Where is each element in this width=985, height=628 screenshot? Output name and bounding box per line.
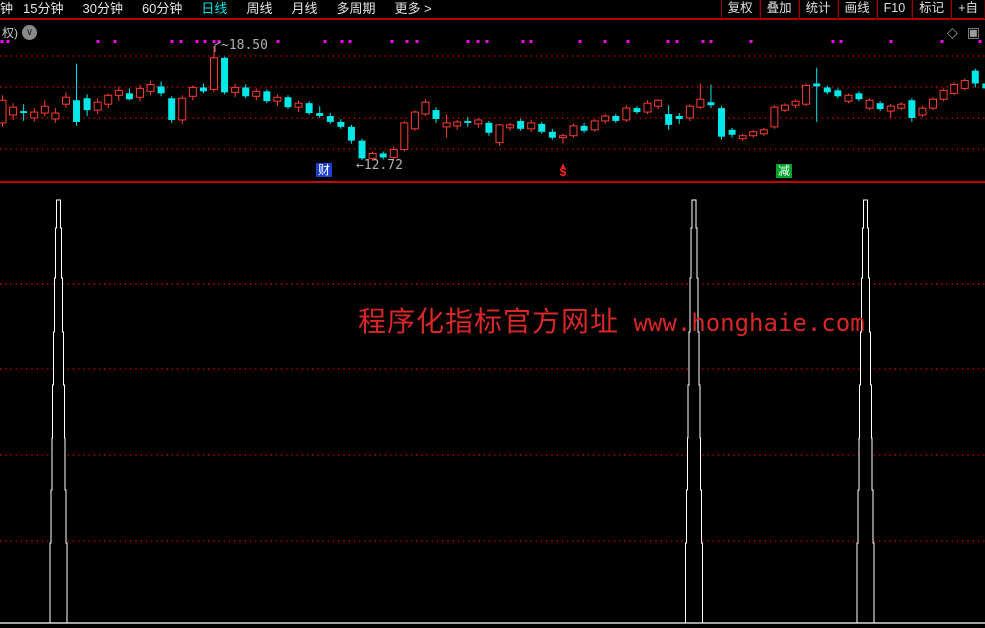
- chevron-down-icon[interactable]: ∨: [22, 24, 37, 40]
- period-tab-7[interactable]: 多周期: [336, 1, 376, 16]
- tool-buttons: 复权 叠加 统计 画线 F10 标记 +自: [720, 0, 985, 19]
- chart-subheader: 权) ∨: [2, 23, 37, 41]
- period-tab-6[interactable]: 月线: [291, 1, 318, 16]
- period-tab-1[interactable]: 15分钟: [23, 1, 64, 16]
- high-price-annotation: ~18.50: [221, 38, 268, 53]
- diamond-icon[interactable]: ◇: [946, 24, 958, 40]
- period-tab-0[interactable]: 钟: [0, 1, 14, 16]
- period-tab-2[interactable]: 30分钟: [82, 1, 123, 16]
- reduce-marker-jian[interactable]: 减: [776, 164, 792, 178]
- period-tab-8[interactable]: 更多 >: [394, 1, 432, 16]
- watermark-url: www.honghaie.com: [619, 309, 865, 337]
- dividend-marker-cai[interactable]: 财: [316, 163, 332, 177]
- tool-button-6[interactable]: +自: [951, 0, 985, 19]
- panel-toggle-icon[interactable]: ▣: [966, 24, 980, 40]
- chart-header-icons: ◇ ▣: [947, 24, 980, 40]
- tool-button-1[interactable]: 叠加: [759, 0, 799, 19]
- period-toolbar: 钟 15分钟 30分钟 60分钟 日线 周线 月线 多周期 更多 > 复权 叠加 统计 画线 F10 标记…: [0, 0, 985, 20]
- tool-button-3[interactable]: 画线: [837, 0, 877, 19]
- watermark: 程序化指标官方网址 www.honghaie.com: [358, 300, 865, 340]
- period-tabs: 钟 15分钟 30分钟 60分钟 日线 周线 月线 多周期 更多 >: [0, 0, 721, 18]
- period-tab-5[interactable]: 周线: [246, 1, 273, 16]
- tool-button-2[interactable]: 统计: [798, 0, 838, 19]
- tool-button-4[interactable]: F10: [876, 0, 913, 19]
- dollar-glyph: $: [559, 165, 567, 179]
- up-arrow-icon: ▴: [560, 161, 565, 170]
- tool-button-0[interactable]: 复权: [720, 0, 760, 19]
- adjust-label: 权): [2, 25, 18, 40]
- period-tab-4[interactable]: 日线: [201, 1, 228, 16]
- period-tab-3[interactable]: 60分钟: [141, 1, 183, 16]
- tool-button-5[interactable]: 标记: [912, 0, 952, 19]
- dollar-signal-marker[interactable]: ▴ $: [556, 161, 570, 179]
- low-price-annotation: ←12.72: [356, 158, 403, 173]
- watermark-cn: 程序化指标官方网址: [358, 307, 620, 338]
